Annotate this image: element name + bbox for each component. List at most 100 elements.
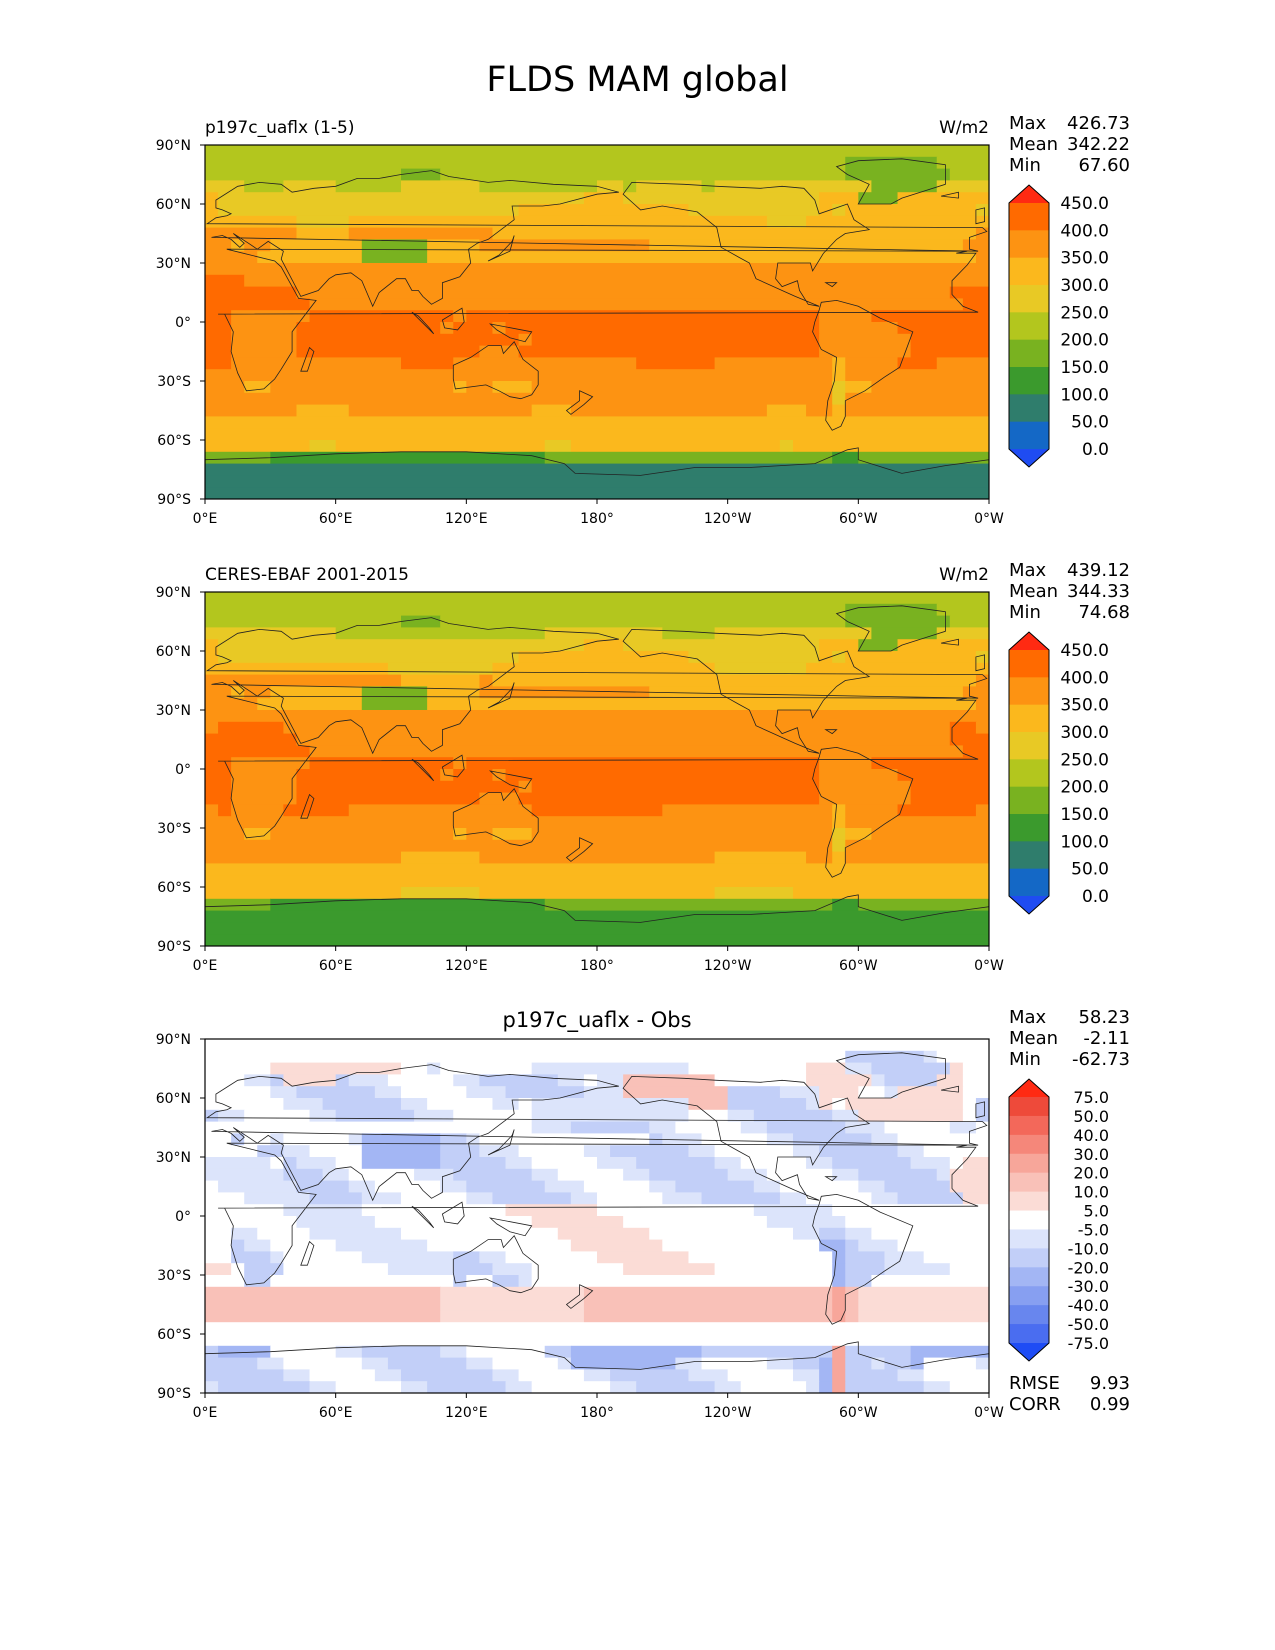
field-cell	[871, 1357, 886, 1370]
field-cell	[205, 639, 219, 652]
field-cell	[205, 769, 232, 782]
field-cell	[910, 1345, 989, 1359]
field-cell	[962, 686, 989, 699]
colorbar-outline	[1008, 184, 1050, 468]
field-cell	[335, 1109, 415, 1123]
colorbar-segment	[1009, 1210, 1049, 1230]
field-cell	[597, 1251, 690, 1264]
colorbar-tick-label: 250.0	[1060, 750, 1109, 770]
field-cell	[897, 1133, 989, 1146]
field-cell	[975, 674, 989, 687]
field-cell	[401, 180, 480, 193]
field-cell	[688, 1145, 716, 1158]
field-cell	[623, 1086, 729, 1099]
field-cell	[871, 180, 938, 193]
field-cell	[231, 310, 311, 323]
field-cell	[531, 1216, 624, 1229]
field-cell	[845, 839, 989, 853]
field-cell	[845, 1345, 912, 1359]
field-cell	[401, 1227, 559, 1241]
colorbar-tick-label: 150.0	[1060, 358, 1109, 378]
lat-tick-label: 90°N	[156, 585, 191, 601]
field-cell	[779, 1086, 820, 1099]
colorbar-segment	[1009, 704, 1049, 733]
field-cell	[871, 757, 989, 770]
field-cell	[322, 1168, 350, 1182]
field-cell	[427, 698, 977, 711]
field-cell	[531, 828, 833, 841]
field-cell	[662, 1239, 820, 1252]
field-cell	[779, 440, 794, 453]
field-cell	[897, 357, 938, 370]
field-cell	[544, 1345, 572, 1359]
colorbar-segment	[1009, 732, 1049, 760]
coastline	[452, 1234, 539, 1294]
field-cell	[910, 333, 989, 347]
field-cell	[440, 1286, 585, 1300]
lat-tick-label: 90°S	[157, 492, 191, 508]
field-cell	[714, 1145, 794, 1158]
field-cell	[858, 1180, 886, 1193]
field-cell	[361, 1145, 441, 1158]
field-cell	[845, 1357, 872, 1370]
colorbar-tick-label: -75.0	[1068, 1334, 1109, 1353]
field-cell	[205, 662, 389, 676]
field-cell	[453, 381, 467, 394]
field-cell	[205, 145, 989, 158]
field-cell	[440, 615, 846, 628]
field-cell	[531, 804, 663, 817]
field-cell	[962, 745, 989, 758]
stat-label: Mean	[1009, 581, 1058, 602]
field-cell	[479, 686, 650, 699]
field-cell	[531, 780, 820, 794]
field-cell	[205, 816, 833, 829]
field-cell	[257, 1227, 311, 1241]
colorbar-tick-label: -30.0	[1068, 1277, 1109, 1296]
field-cell	[309, 1369, 376, 1382]
field-cell	[270, 1074, 284, 1087]
field-cell	[910, 792, 989, 805]
field-cell	[583, 639, 624, 652]
stat-label: Mean	[1009, 134, 1058, 155]
field-cell	[401, 357, 454, 370]
coastline	[452, 787, 539, 847]
colorbar-tick-label: 0.0	[1082, 887, 1109, 907]
field-cell	[335, 1074, 350, 1087]
field-cell	[832, 804, 846, 817]
field-cell	[623, 1263, 716, 1276]
coastline	[622, 181, 871, 307]
field-cell	[583, 1180, 650, 1193]
field-cell	[649, 686, 964, 699]
coastlines	[204, 158, 990, 500]
stat-label: Min	[1009, 155, 1041, 176]
field-cell	[296, 1216, 376, 1229]
field-cell	[205, 1039, 989, 1052]
field-cell	[348, 804, 533, 817]
field-cell	[205, 603, 846, 617]
field-cell	[845, 156, 938, 170]
field-cell	[832, 357, 846, 370]
colorbar-segment	[1009, 1248, 1049, 1268]
field-cell	[440, 1310, 585, 1323]
field-cell	[440, 1345, 467, 1359]
field-cell	[283, 804, 350, 817]
field-cell	[231, 757, 311, 770]
field-cell	[270, 1133, 284, 1146]
lon-tick-label: 60°E	[319, 1405, 353, 1421]
field-cell	[283, 1251, 363, 1264]
field-cell	[897, 769, 989, 782]
field-cell	[949, 168, 989, 181]
field-cell	[401, 615, 441, 628]
field-cell	[205, 286, 298, 299]
lon-tick-label: 120°E	[445, 511, 488, 527]
field-cell	[832, 1157, 912, 1170]
lat-tick-label: 60°N	[156, 197, 191, 213]
field-cell	[309, 1381, 337, 1393]
field-cell	[453, 1275, 467, 1288]
field-cell	[871, 1062, 951, 1075]
field-cell	[832, 1369, 846, 1382]
colorbar-max-arrow	[1009, 632, 1049, 650]
field-cell	[283, 180, 337, 193]
field-cell	[205, 180, 245, 193]
field-cell	[309, 1227, 402, 1241]
